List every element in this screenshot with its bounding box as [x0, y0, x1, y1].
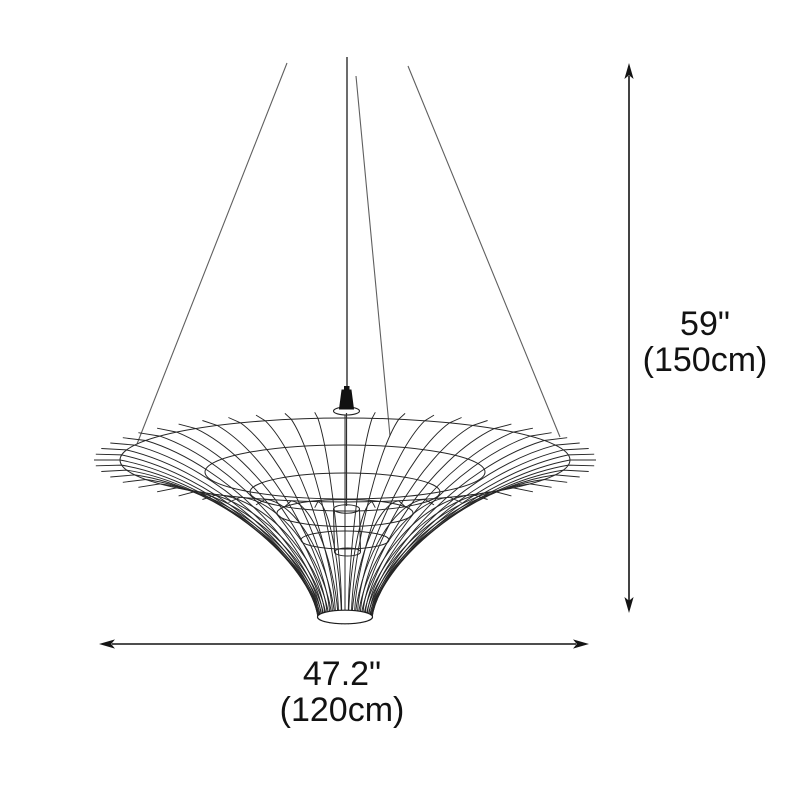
- shade-rib: [359, 420, 488, 613]
- shade-rib: [366, 432, 552, 615]
- shade-rib: [284, 413, 339, 613]
- bulb-tube-bottom: [334, 547, 361, 557]
- pendant-lamp: [94, 57, 596, 625]
- lamp-socket: [338, 389, 355, 410]
- shade-rib: [370, 448, 589, 617]
- suspension-cable: [407, 65, 561, 438]
- shade-rib: [202, 420, 331, 613]
- shade-rib: [354, 414, 435, 613]
- shade-rib: [371, 453, 595, 618]
- shade-rib: [178, 423, 328, 614]
- shade-rib: [255, 414, 336, 613]
- width-cm-label: (120cm): [279, 691, 405, 729]
- arrow-right-icon: [573, 639, 589, 649]
- bulb-tube-side: [333, 508, 335, 553]
- shade-rib: [351, 500, 406, 625]
- shade-rib: [228, 496, 333, 624]
- suspension-cable: [355, 75, 391, 437]
- shade-rib: [351, 413, 406, 613]
- height-cm-label: (150cm): [642, 341, 768, 379]
- suspension-cable: [136, 62, 288, 445]
- shade-rib: [255, 498, 336, 624]
- shade-ring: [119, 417, 571, 503]
- shade-rib: [95, 453, 319, 618]
- shade-rib: [370, 469, 589, 620]
- shade-rib: [122, 437, 322, 616]
- shade-rib: [366, 483, 552, 622]
- arrow-down-icon: [624, 597, 634, 613]
- arrow-left-icon: [99, 639, 115, 649]
- shade-rib: [362, 423, 512, 614]
- height-dimension-arrow: [624, 63, 634, 613]
- socket-cap: [344, 386, 350, 391]
- width-dimension-label: 47.2" (120cm): [232, 656, 452, 728]
- shade-rib: [347, 501, 376, 625]
- arrow-up-icon: [624, 63, 634, 79]
- shade-ring: [249, 472, 441, 512]
- height-inches-label: 59": [680, 305, 730, 343]
- shade-rib: [369, 442, 580, 616]
- shade-rib: [101, 469, 320, 620]
- shade-ring: [276, 499, 414, 527]
- shade-rib: [94, 459, 319, 619]
- shade-rib: [157, 427, 326, 614]
- shade-rib: [138, 432, 324, 615]
- bulb-tube-top: [333, 504, 360, 514]
- shade-rib: [364, 427, 533, 614]
- shade-rib: [110, 442, 321, 616]
- width-inches-label: 47.2": [302, 655, 382, 693]
- shade-rib: [354, 498, 435, 624]
- shade-rib: [368, 437, 568, 616]
- shade-rib: [138, 483, 324, 622]
- shade-rib: [284, 500, 339, 625]
- shade-rib: [357, 496, 462, 624]
- shade-ring: [300, 530, 390, 550]
- shade-bottom-opening: [316, 609, 374, 625]
- bulb-tube-side: [359, 508, 361, 553]
- width-dimension-arrow: [99, 639, 589, 649]
- shade-rib: [314, 501, 343, 625]
- shade-rib: [101, 448, 320, 617]
- height-dimension-label: 59" (150cm): [625, 306, 785, 378]
